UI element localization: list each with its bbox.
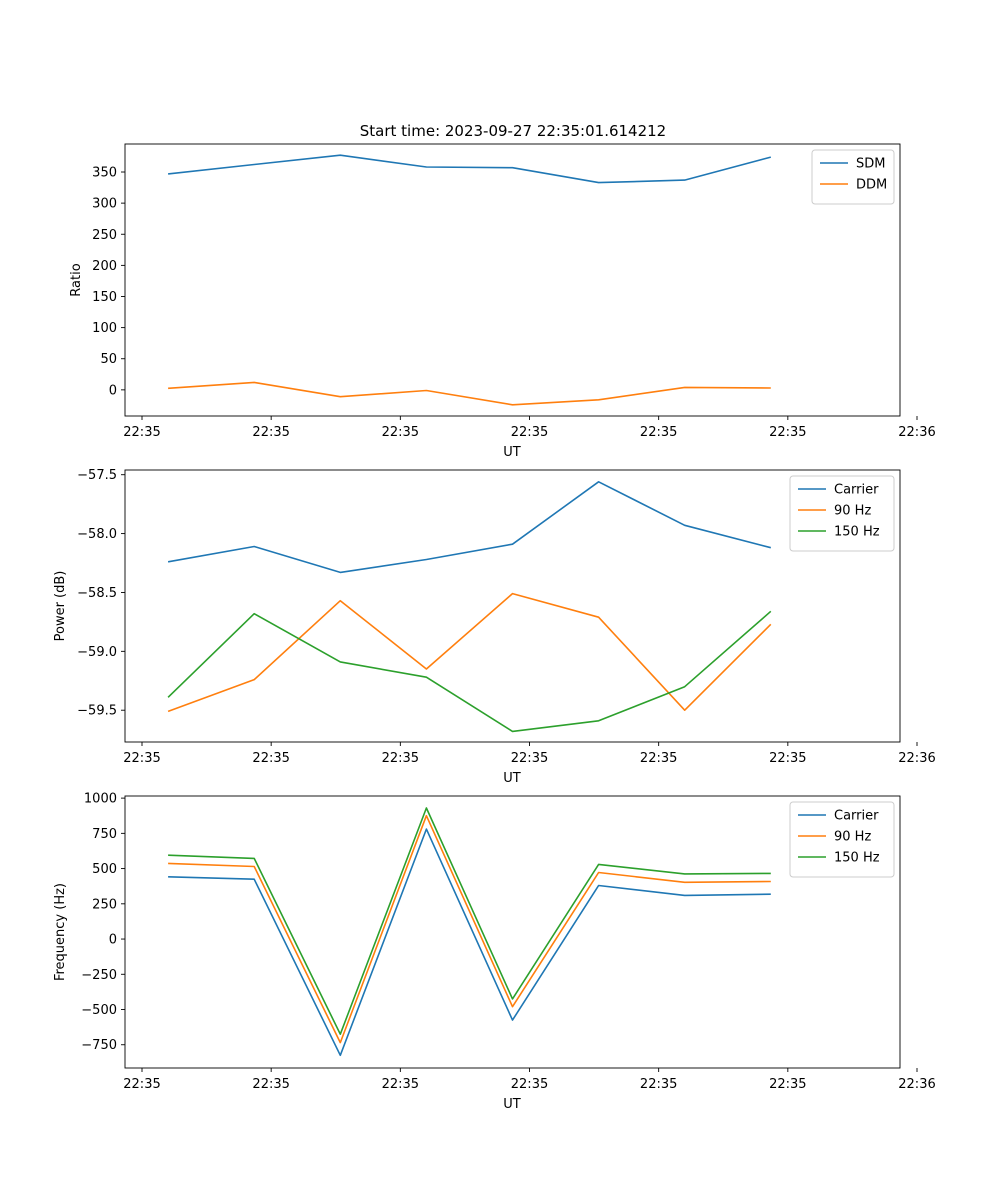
subplot-1: 22:35 22:35 22:35 22:35 22:35 22:35 22:36 UT 0 50…	[69, 143, 936, 460]
series-line-90-hz	[168, 814, 771, 1044]
x-tick-label: 22:35	[511, 751, 548, 766]
legend-label: 90 Hz	[834, 830, 871, 845]
y-tick-label: −57.5	[77, 468, 117, 483]
x-tick-label: 22:35	[382, 751, 419, 766]
x-axis-label: UT	[503, 445, 521, 460]
y-tick-label: 150	[92, 290, 117, 305]
x-tick-label: 22:35	[382, 1077, 419, 1092]
legend-label: 150 Hz	[834, 851, 880, 866]
subplot-3: 22:35 22:35 22:35 22:35 22:35 22:35 22:36 UT −75…	[53, 792, 936, 1112]
x-tick-label: 22:35	[252, 425, 289, 440]
axes-frame	[124, 143, 901, 417]
y-tick-label: 350	[92, 166, 117, 181]
y-tick-label: 500	[92, 862, 117, 877]
y-tick-label: −59.0	[77, 645, 117, 660]
axes-frame	[124, 795, 901, 1069]
legend: Carrier 90 Hz 150 Hz	[789, 475, 895, 552]
y-tick-label: 750	[92, 827, 117, 842]
x-tick-label: 22:35	[123, 1077, 160, 1092]
legend: Carrier 90 Hz 150 Hz	[789, 801, 895, 878]
x-tick-label: 22:35	[640, 751, 677, 766]
legend-label: DDM	[856, 178, 887, 193]
y-tick-label: 100	[92, 321, 117, 336]
legend-box	[789, 475, 895, 552]
x-tick-label: 22:36	[898, 751, 935, 766]
legend-label: 150 Hz	[834, 525, 880, 540]
y-tick-label: 250	[92, 897, 117, 912]
x-tick-label: 22:35	[511, 425, 548, 440]
series-line-carrier	[168, 828, 771, 1057]
x-tick-label: 22:36	[898, 1077, 935, 1092]
legend: SDM DDM	[811, 149, 895, 205]
y-tick-label: 300	[92, 197, 117, 212]
legend-label: SDM	[856, 157, 885, 172]
series-line-carrier	[167, 480, 772, 574]
y-tick-label: 50	[100, 352, 117, 367]
x-tick-label: 22:35	[769, 751, 806, 766]
y-tick-label: −750	[81, 1038, 117, 1053]
legend-label: Carrier	[834, 483, 879, 498]
x-tick-label: 22:35	[123, 425, 160, 440]
x-tick-label: 22:35	[769, 1077, 806, 1092]
subplot-2: 22:35 22:35 22:35 22:35 22:35 22:35 22:36 UT −59…	[53, 468, 936, 786]
y-tick-label: 0	[109, 933, 117, 948]
x-tick-label: 22:35	[511, 1077, 548, 1092]
y-tick-label: −58.5	[77, 586, 117, 601]
y-axis-label: Power (dB)	[53, 571, 68, 642]
legend-label: 90 Hz	[834, 504, 871, 519]
figure-title: Start time: 2023-09-27 22:35:01.614212	[360, 122, 666, 140]
y-tick-label: 1000	[84, 792, 117, 807]
legend-box	[789, 801, 895, 878]
axes-frame	[124, 469, 901, 743]
y-tick-label: −58.0	[77, 527, 117, 542]
y-tick-label: −500	[81, 1003, 117, 1018]
x-tick-label: 22:35	[252, 751, 289, 766]
x-tick-label: 22:35	[123, 751, 160, 766]
y-tick-label: 0	[109, 383, 117, 398]
x-tick-label: 22:35	[640, 1077, 677, 1092]
x-tick-label: 22:35	[252, 1077, 289, 1092]
legend-label: Carrier	[834, 809, 879, 824]
y-tick-label: −250	[81, 968, 117, 983]
x-tick-label: 22:35	[769, 425, 806, 440]
y-axis-label: Ratio	[69, 263, 84, 296]
x-tick-label: 22:35	[640, 425, 677, 440]
series-line-150-hz	[167, 610, 772, 733]
y-tick-label: 200	[92, 259, 117, 274]
y-tick-label: −59.5	[77, 704, 117, 719]
series-line-90-hz	[167, 592, 772, 713]
x-tick-label: 22:35	[382, 425, 419, 440]
y-axis-label: Frequency (Hz)	[53, 883, 68, 981]
x-axis-label: UT	[503, 1097, 521, 1112]
x-tick-label: 22:36	[898, 425, 935, 440]
series-line-sdm	[168, 154, 772, 184]
y-tick-label: 250	[92, 228, 117, 243]
x-axis-label: UT	[503, 771, 521, 786]
series-line-150-hz	[168, 807, 771, 1035]
series-line-ddm	[168, 381, 771, 406]
